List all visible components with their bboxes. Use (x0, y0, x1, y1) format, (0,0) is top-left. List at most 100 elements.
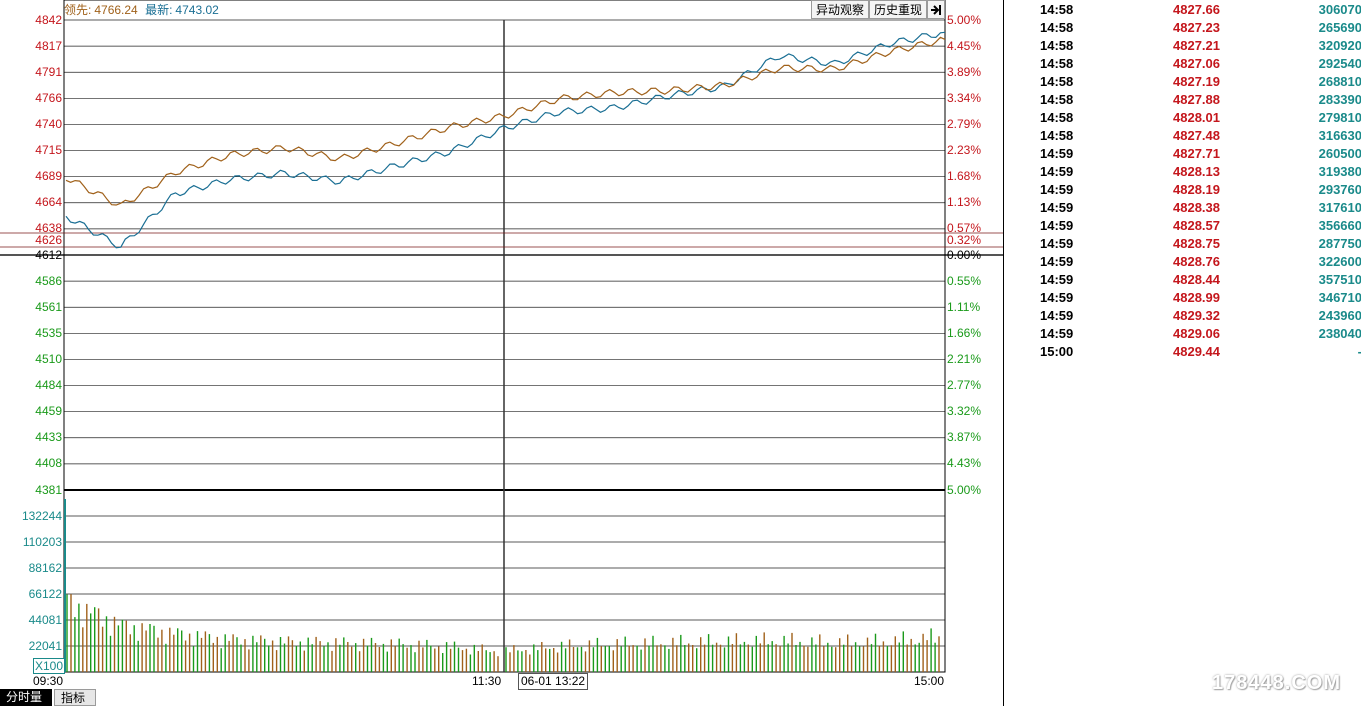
abnormal-watch-button[interactable]: 异动观察 (811, 0, 869, 19)
latest-label: 最新: (145, 3, 173, 17)
percent-tick-label: 0.00% (947, 248, 981, 262)
tick-volume: 268810 (1318, 74, 1361, 89)
tick-time: 14:59 (1040, 326, 1074, 341)
price-tick-label: 4817 (35, 39, 62, 53)
tick-volume: 320920 (1318, 38, 1361, 53)
tick-volume: 287750 (1318, 236, 1361, 251)
tick-time: 14:59 (1040, 308, 1074, 323)
price-tick-label: 4561 (35, 300, 62, 314)
price-tick-label: 4626 (35, 233, 62, 247)
price-tick-label: 4612 (35, 248, 62, 262)
tick-time: 14:59 (1040, 254, 1074, 269)
tick-volume: 356660 (1318, 218, 1361, 233)
tick-time: 14:58 (1040, 92, 1074, 107)
price-lines (65, 31, 946, 249)
price-tick-label: 4842 (35, 13, 62, 27)
tick-time: 14:59 (1040, 146, 1074, 161)
tick-row: 14:58 4827.23 265690 (1004, 19, 1361, 37)
price-tick-label: 4664 (35, 195, 62, 209)
volume-tick-label: 132244 (22, 509, 62, 523)
history-replay-button[interactable]: 历史重现 (869, 0, 927, 19)
tick-time: 14:59 (1040, 182, 1074, 197)
tick-price: 4828.13 (1173, 164, 1220, 179)
tick-time: 14:58 (1040, 128, 1074, 143)
percent-tick-label: 3.32% (947, 404, 981, 418)
percent-tick-label: 2.79% (947, 117, 981, 131)
tick-volume: - (1262, 343, 1361, 361)
tick-row: 14:58 4827.48 316630 (1004, 127, 1361, 145)
percent-tick-label: 1.13% (947, 195, 981, 209)
tick-price: 4827.19 (1173, 74, 1220, 89)
price-tick-label: 4766 (35, 91, 62, 105)
watermark: 178448.COM (1212, 672, 1341, 694)
price-tick-label: 4484 (35, 378, 62, 392)
tick-volume: 238040 (1318, 326, 1361, 341)
tick-volume: 260500 (1318, 146, 1361, 161)
tick-price: 4827.71 (1173, 146, 1220, 161)
tick-price: 4827.21 (1173, 38, 1220, 53)
leader-label: 领先: (64, 3, 92, 17)
tick-volume: 357510 (1318, 272, 1361, 287)
tick-row: 14:58 4827.06 292540 (1004, 55, 1361, 73)
tick-volume: 293760 (1318, 182, 1361, 197)
tick-volume: 322600 (1318, 254, 1361, 269)
tick-price: 4827.48 (1173, 128, 1220, 143)
tick-price: 4828.99 (1173, 290, 1220, 305)
percent-tick-label: 5.00% (947, 13, 981, 27)
tick-row: 14:59 4828.38 317610 (1004, 199, 1361, 217)
tick-volume: 279810 (1318, 110, 1361, 125)
tick-price: 4827.66 (1173, 2, 1220, 17)
tick-volume: 243960 (1318, 308, 1361, 323)
price-tick-label: 4689 (35, 169, 62, 183)
tick-time: 14:59 (1040, 236, 1074, 251)
price-tick-label: 4715 (35, 143, 62, 157)
tick-row: 14:59 4827.71 260500 (1004, 145, 1361, 163)
tick-volume: 306070 (1318, 2, 1361, 17)
price-axis: 4842 4817 4791 4766 4740 4715 4689 4664 46384626… (35, 13, 62, 497)
tick-volume: 316630 (1318, 128, 1361, 143)
tick-list[interactable]: 14:58 4827.66 306070 14:58 4827.23 265690 14:5… (1003, 0, 1361, 706)
tick-time: 15:00 (1040, 344, 1074, 359)
tick-volume: 292540 (1318, 56, 1361, 71)
tick-row: 14:59 4829.32 243960 (1004, 307, 1361, 325)
tab-indicator[interactable]: 指标 (54, 689, 96, 706)
percent-tick-label: 4.45% (947, 39, 981, 53)
tick-time: 14:58 (1040, 2, 1074, 17)
percent-tick-label: 0.57% (947, 221, 981, 235)
percent-tick-label: 1.68% (947, 169, 981, 183)
price-tick-label: 4459 (35, 404, 62, 418)
crosshair-time-label: 06-01 13:22 (518, 673, 589, 690)
percent-tick-label: 0.32% (947, 233, 981, 247)
percent-tick-label: 5.00% (947, 483, 981, 497)
tick-time: 14:59 (1040, 200, 1074, 215)
tick-price: 4829.06 (1173, 326, 1220, 341)
tick-time: 14:58 (1040, 20, 1074, 35)
tick-row: 14:59 4828.99 346710 (1004, 289, 1361, 307)
tick-volume: 283390 (1318, 92, 1361, 107)
tick-row: 15:00 4829.44 - (1004, 343, 1361, 361)
tick-price: 4827.23 (1173, 20, 1220, 35)
percent-tick-label: 4.43% (947, 456, 981, 470)
volume-tick-label: 44081 (29, 613, 63, 627)
price-tick-label: 4586 (35, 274, 62, 288)
tick-row: 14:58 4827.19 268810 (1004, 73, 1361, 91)
price-tick-label: 4433 (35, 430, 62, 444)
tick-time: 14:58 (1040, 74, 1074, 89)
tab-timeshare-volume[interactable]: 分时量 (0, 689, 52, 706)
price-tick-label: 4408 (35, 456, 62, 470)
time-axis-label: 11:30 (472, 674, 501, 688)
tick-row: 14:58 4828.01 279810 (1004, 109, 1361, 127)
timeshare-chart[interactable]: 4842 4817 4791 4766 4740 4715 4689 4664 46384626… (0, 0, 1003, 706)
tick-price: 4829.32 (1173, 308, 1220, 323)
tick-price: 4827.88 (1173, 92, 1220, 107)
price-tick-label: 4740 (35, 117, 62, 131)
percent-tick-label: 2.21% (947, 352, 981, 366)
tick-row: 14:59 4828.75 287750 (1004, 235, 1361, 253)
tick-row: 14:58 4827.88 283390 (1004, 91, 1361, 109)
tick-row: 14:59 4828.19 293760 (1004, 181, 1361, 199)
tick-volume: 265690 (1318, 20, 1361, 35)
exit-button[interactable] (927, 0, 945, 19)
series-line-latest (65, 31, 946, 249)
time-axis-label: 15:00 (914, 674, 944, 688)
volume-axis: 132244 110203 88162 66122 44081 22041 (22, 509, 62, 653)
